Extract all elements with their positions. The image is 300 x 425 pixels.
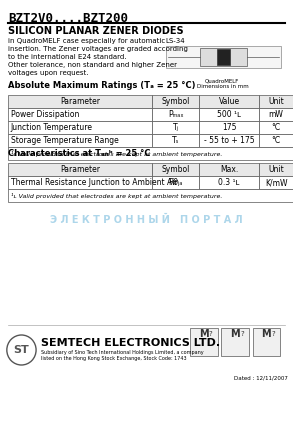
Bar (8, 176, 152, 189)
Bar (190, 328, 217, 356)
Text: Other tolerance, non standard and higher Zener: Other tolerance, non standard and higher… (8, 62, 177, 68)
Text: Power Dissipation: Power Dissipation (11, 110, 79, 119)
Bar (152, 163, 199, 176)
Text: LS-34: LS-34 (166, 38, 185, 44)
Bar (8, 163, 152, 176)
Text: Symbol: Symbol (161, 165, 190, 174)
Text: Tₛ: Tₛ (172, 136, 179, 145)
Text: Characteristics at Tₐₙᵇ = 25 °C: Characteristics at Tₐₙᵇ = 25 °C (8, 149, 150, 158)
Bar (260, 134, 292, 147)
Text: Junction Temperature: Junction Temperature (11, 123, 93, 132)
Bar (260, 95, 292, 108)
Bar (199, 95, 260, 108)
Bar (152, 134, 199, 147)
Text: Absolute Maximum Ratings (Tₐ = 25 °C): Absolute Maximum Ratings (Tₐ = 25 °C) (8, 81, 195, 90)
Bar (8, 189, 292, 202)
Text: 175: 175 (222, 123, 236, 132)
Text: 500 ¹ʟ: 500 ¹ʟ (217, 110, 241, 119)
Bar (199, 176, 260, 189)
Text: Value: Value (219, 97, 240, 106)
Text: Max.: Max. (220, 165, 238, 174)
Text: Parameter: Parameter (60, 97, 100, 106)
Text: Thermal Resistance Junction to Ambient Air: Thermal Resistance Junction to Ambient A… (11, 178, 178, 187)
Text: Unit: Unit (268, 165, 284, 174)
Bar (8, 108, 152, 121)
Text: Rθⱼₐ: Rθⱼₐ (168, 178, 183, 187)
Text: QuadroMELF
Dimensions in mm: QuadroMELF Dimensions in mm (196, 78, 248, 89)
Bar (152, 95, 199, 108)
Bar (199, 121, 260, 134)
Bar (152, 121, 199, 134)
Text: K/mW: K/mW (265, 178, 287, 187)
Text: Subsidiary of Sino Tech International Holdings Limited, a company
listed on the : Subsidiary of Sino Tech International Ho… (41, 350, 204, 361)
Text: SEMTECH ELECTRONICS LTD.: SEMTECH ELECTRONICS LTD. (41, 338, 220, 348)
Bar (152, 176, 199, 189)
Text: mW: mW (268, 110, 284, 119)
Text: voltages upon request.: voltages upon request. (8, 70, 88, 76)
Text: ?: ? (240, 331, 244, 337)
Bar (8, 147, 292, 160)
Text: ?: ? (271, 331, 275, 337)
Text: Storage Temperature Range: Storage Temperature Range (11, 136, 119, 145)
Text: °C: °C (272, 136, 280, 145)
Text: 0.3 ¹ʟ: 0.3 ¹ʟ (218, 178, 240, 187)
Bar (217, 49, 230, 65)
Text: M: M (230, 329, 240, 339)
Text: ¹ʟ Valid provided that electrodes are kept at ambient temperature.: ¹ʟ Valid provided that electrodes are ke… (11, 193, 222, 198)
Bar (8, 121, 152, 134)
Bar (260, 163, 292, 176)
Text: M: M (262, 329, 271, 339)
Text: ?: ? (209, 331, 213, 337)
Text: BZT2V0....BZT200: BZT2V0....BZT200 (8, 12, 128, 25)
Text: ST: ST (14, 345, 29, 355)
Bar (253, 328, 280, 356)
Text: to the international E24 standard.: to the international E24 standard. (8, 54, 126, 60)
Text: ¹ʟ Valid provided that electrodes are kept at ambient temperature.: ¹ʟ Valid provided that electrodes are ke… (11, 150, 222, 156)
Bar (8, 134, 152, 147)
Bar (200, 48, 247, 66)
Bar (221, 328, 249, 356)
Bar (199, 134, 260, 147)
Bar (199, 163, 260, 176)
Bar (260, 176, 292, 189)
Bar (8, 95, 152, 108)
Text: in QuadroMELF case especially for automatic: in QuadroMELF case especially for automa… (8, 38, 165, 44)
Text: Pₘₐₓ: Pₘₐₓ (168, 110, 183, 119)
Text: SILICON PLANAR ZENER DIODES: SILICON PLANAR ZENER DIODES (8, 26, 183, 36)
Text: Parameter: Parameter (60, 165, 100, 174)
Text: °C: °C (272, 123, 280, 132)
Bar (166, 46, 281, 68)
Text: Dated : 12/11/2007: Dated : 12/11/2007 (234, 375, 288, 380)
Bar (152, 108, 199, 121)
Text: insertion. The Zener voltages are graded according: insertion. The Zener voltages are graded… (8, 46, 188, 52)
Bar (199, 108, 260, 121)
Text: Unit: Unit (268, 97, 284, 106)
Bar (260, 108, 292, 121)
Text: - 55 to + 175: - 55 to + 175 (204, 136, 254, 145)
Bar (260, 121, 292, 134)
Text: Э Л Е К Т Р О Н Н Ы Й   П О Р Т А Л: Э Л Е К Т Р О Н Н Ы Й П О Р Т А Л (50, 215, 243, 225)
Text: Symbol: Symbol (161, 97, 190, 106)
Text: Tⱼ: Tⱼ (172, 123, 178, 132)
Text: M: M (199, 329, 209, 339)
